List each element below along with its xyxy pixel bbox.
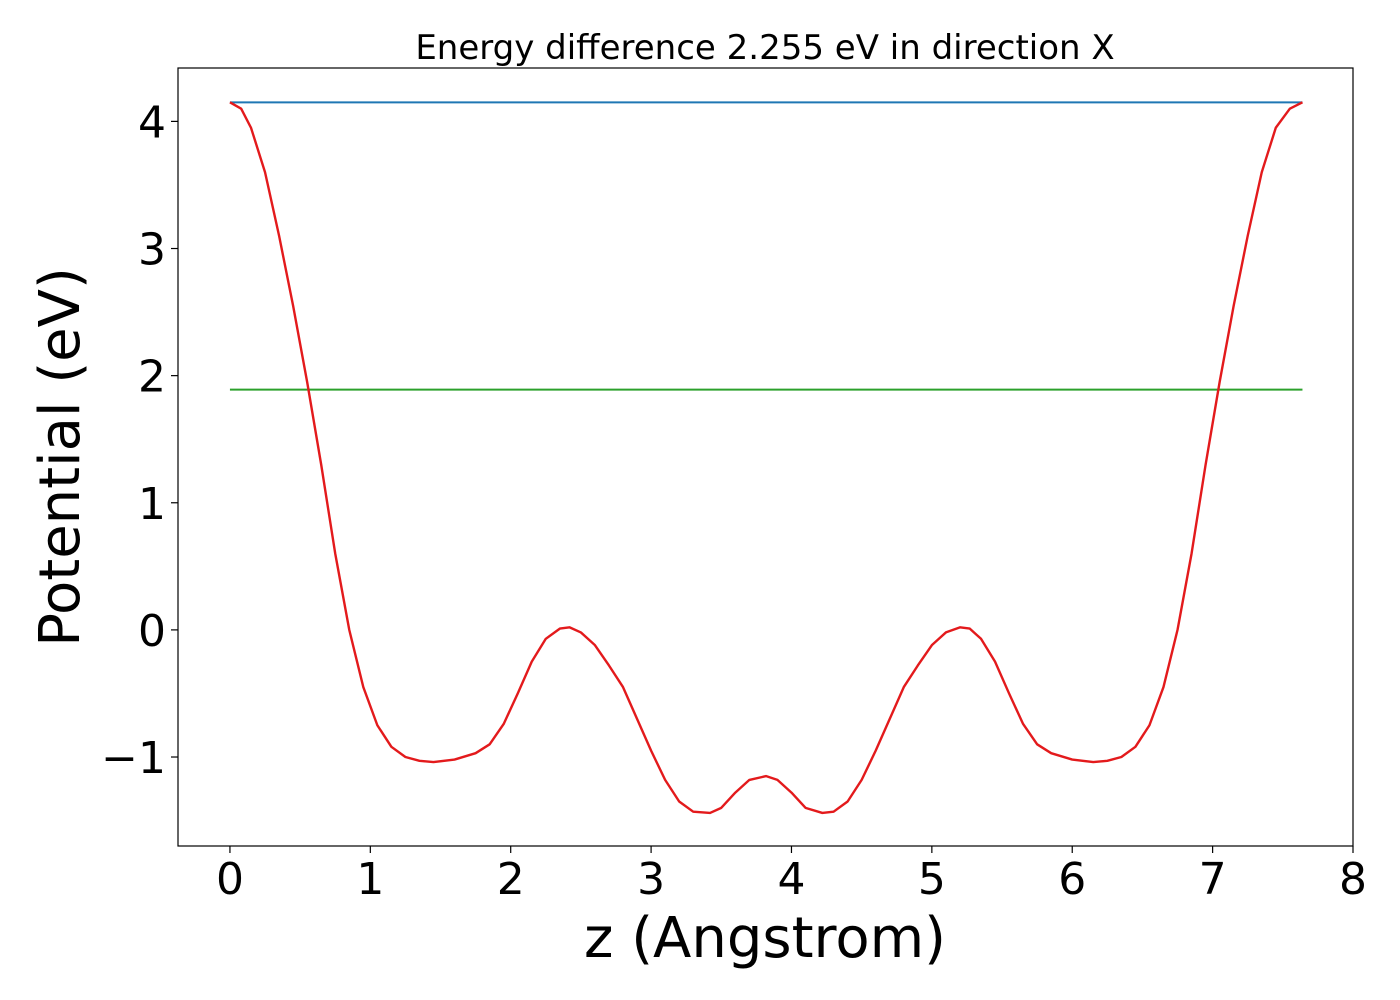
y-axis-label: Potential (eV) xyxy=(28,267,93,647)
x-axis: 0 1 2 3 4 5 6 7 8 xyxy=(216,846,1367,905)
y-tick-label: 0 xyxy=(138,606,166,657)
x-tick-label: 7 xyxy=(1199,854,1227,905)
chart-title: Energy difference 2.255 eV in direction … xyxy=(415,28,1114,68)
x-tick-label: 6 xyxy=(1058,854,1086,905)
series-layer xyxy=(229,101,1303,815)
x-tick-label: 8 xyxy=(1339,854,1367,905)
x-tick-label: 1 xyxy=(356,854,384,905)
series-line-2 xyxy=(229,101,1303,815)
y-tick-label: −1 xyxy=(101,733,166,784)
x-tick-label: 4 xyxy=(777,854,805,905)
y-tick-label: 2 xyxy=(138,352,166,403)
y-tick-label: 4 xyxy=(138,97,166,148)
y-axis: −1 0 1 2 3 4 xyxy=(101,97,178,784)
x-tick-label: 3 xyxy=(637,854,665,905)
x-tick-label: 2 xyxy=(497,854,525,905)
x-tick-label: 0 xyxy=(216,854,244,905)
x-axis-label: z (Angstrom) xyxy=(584,906,946,971)
x-tick-label: 5 xyxy=(918,854,946,905)
y-tick-label: 1 xyxy=(138,479,166,530)
plot-frame xyxy=(177,67,1354,847)
y-tick-label: 3 xyxy=(138,225,166,276)
